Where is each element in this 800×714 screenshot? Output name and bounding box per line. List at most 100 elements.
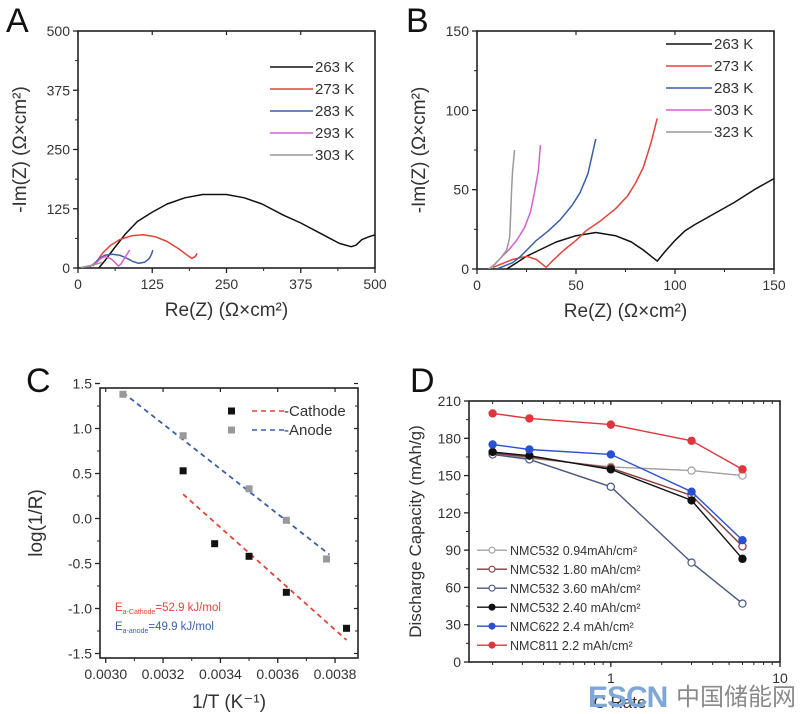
data-point-anode	[245, 485, 253, 493]
annot-base: E	[115, 602, 123, 614]
legend-marker	[488, 565, 496, 573]
watermark: ESCN 中国储能网	[588, 681, 796, 714]
y-axis-title: Discharge Capacity (mAh/g)	[406, 425, 425, 638]
y-tick-label: 0	[453, 654, 461, 670]
panel-letter-c: C	[26, 362, 51, 400]
legend-marker	[488, 546, 496, 554]
y-tick-label: 1.5	[73, 376, 93, 392]
x-tick-label: 0.0032	[142, 666, 185, 682]
y-tick-label: 250	[47, 142, 71, 158]
data-point	[488, 409, 497, 418]
legend-label: NMC532 0.94mAh/cm²	[510, 544, 637, 558]
panel-b-chart: 0 50 100 150 0 50 100 150 Re(Z) (Ω×cm²) -Im(Z) (Ω…	[409, 23, 786, 322]
x-axis-title: Re(Z) (Ω×cm²)	[564, 301, 687, 322]
x-tick-label: 150	[762, 277, 786, 293]
x-axis-title: 1/T (K⁻¹)	[192, 692, 266, 713]
legend-label: 303 K	[714, 102, 753, 119]
panel-c-chart: 0.0030 0.0032 0.0034 0.0036 0.0038 -1.5 -1.0 -0…	[26, 376, 359, 713]
y-tick-label: 125	[47, 201, 71, 217]
x-tick-label: 1	[607, 670, 615, 686]
y-tick-label: 100	[446, 102, 470, 118]
y-axis-title: -Im(Z) (Ω×cm²)	[409, 87, 430, 214]
panel-letter-b: B	[406, 2, 429, 40]
annot-subscript: a-anode	[123, 628, 149, 635]
plot-frame	[99, 387, 359, 659]
data-point-anode	[282, 516, 290, 524]
series-line-273-k	[92, 234, 198, 267]
data-point-cathode	[211, 540, 219, 548]
y-tick-label: 60	[445, 579, 461, 595]
legend-marker	[488, 641, 496, 649]
data-point	[738, 599, 747, 608]
y-tick-label: 210	[438, 393, 462, 409]
activation-energy-annotation: Ea-anode=49.9 kJ/mol	[115, 621, 214, 635]
x-tick-label: 500	[363, 276, 387, 292]
watermark-chinese: 中国储能网	[676, 683, 796, 711]
legend-label: NMC532 1.80 mAh/cm²	[510, 563, 641, 577]
watermark-latin: ESCN	[588, 681, 667, 714]
x-tick-label: 375	[289, 276, 313, 292]
legend-label: NMC622 2.4 mAh/cm²	[510, 620, 634, 634]
y-axis-title: log(1/R)	[26, 489, 47, 557]
y-tick-label: 150	[438, 468, 462, 484]
legend-marker	[488, 622, 496, 630]
legend-label: 323 K	[714, 124, 753, 141]
y-tick-label: 0.0	[73, 511, 93, 527]
y-tick-label: 50	[453, 182, 469, 198]
x-tick-label: 0.0030	[84, 666, 127, 682]
y-tick-label: 120	[438, 505, 462, 521]
data-point	[606, 482, 616, 491]
panel-letter-a: A	[6, 2, 29, 40]
x-tick-label: 0.0034	[199, 666, 242, 682]
x-axis-title: C Rate	[594, 693, 647, 712]
data-point	[687, 487, 696, 496]
x-tick-label: 0.0038	[314, 666, 357, 682]
legend-label: NMC532 3.60 mAh/cm²	[510, 582, 641, 596]
x-axis-title: Re(Z) (Ω×cm²)	[165, 300, 288, 321]
activation-energy-annotation: Ea-Cathode=52.9 kJ/mol	[115, 602, 221, 616]
x-tick-label: 0	[473, 277, 481, 293]
data-point	[488, 447, 497, 457]
data-point	[738, 465, 747, 474]
annot-value: =52.9 kJ/mol	[155, 602, 221, 614]
legend-label: 273 K	[714, 58, 753, 75]
data-point	[687, 496, 696, 505]
data-point-anode	[179, 432, 187, 440]
x-tick-label: 100	[663, 277, 687, 293]
data-point	[488, 440, 497, 449]
data-point	[687, 466, 696, 475]
legend-label: 283 K	[315, 103, 354, 120]
series-line-263-k	[98, 193, 375, 268]
data-point-anode	[322, 555, 330, 563]
data-point	[606, 465, 616, 474]
data-point	[606, 450, 616, 459]
y-tick-label: 90	[445, 542, 461, 558]
series-line-323-k	[488, 149, 516, 269]
legend-label: 283 K	[714, 80, 753, 97]
data-point-cathode	[343, 624, 351, 632]
y-tick-label: -0.5	[68, 556, 92, 572]
y-tick-label: -1.5	[68, 646, 92, 662]
data-point-cathode	[282, 588, 290, 596]
x-tick-label: 50	[568, 277, 584, 293]
data-point	[525, 414, 534, 423]
x-tick-label: 125	[141, 276, 165, 292]
panel-a-chart: 0 125 250 375 500 0 125 250 375 500 Re(Z) (Ω×cm²) -…	[10, 23, 387, 321]
legend-marker	[488, 584, 496, 592]
data-point	[738, 554, 747, 564]
fit-line-anode	[122, 391, 330, 556]
legend-label: 293 K	[315, 125, 354, 142]
series-line-263-k	[506, 177, 774, 269]
y-tick-label: 150	[446, 23, 470, 39]
y-tick-label: 500	[47, 23, 71, 39]
x-tick-label: 0.0036	[256, 666, 299, 682]
legend-marker	[228, 426, 235, 434]
annot-subscript: a-Cathode	[123, 609, 156, 616]
y-tick-label: 375	[47, 82, 71, 98]
legend-label: NMC811 2.2 mAh/cm²	[510, 639, 633, 653]
panel-d-chart: 1 10 0 30 60 90 120 150 180 210 C Rate Discharge Ca…	[406, 393, 788, 712]
legend-label: 273 K	[315, 81, 354, 98]
x-tick-label: 10	[772, 670, 788, 686]
legend-marker	[228, 407, 235, 415]
